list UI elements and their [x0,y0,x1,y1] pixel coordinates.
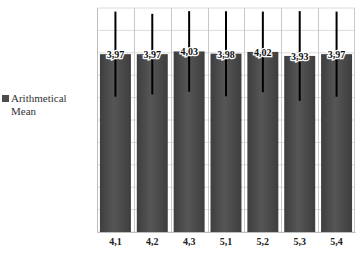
legend-label: Arithmetical Mean [11,92,73,118]
y-axis [97,9,99,233]
x-tick-label: 4,1 [109,236,122,247]
data-label: 3,98 [217,49,235,60]
data-label: 4,02 [254,47,272,58]
data-labels: 3,97 3,97 4,03 3,98 4,02 3,93 3,97 [107,46,346,61]
separator [171,8,172,232]
separator [318,8,319,232]
separator [134,8,135,232]
x-tick: 4,3 [183,232,196,247]
x-tick-label: 5,2 [257,236,270,247]
data-label: 3,97 [328,49,346,60]
x-tick-label: 4,3 [183,236,196,247]
chart: 4,1 4,2 4,3 5,1 5,2 5,3 5,4 3,97 3,97 4,03 3,98 4,0… [0,0,359,253]
data-label: 3,97 [107,49,125,60]
x-tick: 4,1 [109,232,122,247]
x-axis: 4,1 4,2 4,3 5,1 5,2 5,3 5,4 [98,232,356,247]
data-label: 3,97 [144,49,162,60]
x-tick-label: 5,4 [330,236,343,247]
x-tick-label: 4,2 [146,236,159,247]
separator [281,8,282,232]
x-tick: 5,3 [293,232,306,247]
x-tick: 4,2 [146,232,159,247]
x-tick-label: 5,1 [220,236,233,247]
x-tick: 5,4 [330,232,343,247]
data-label: 4,03 [180,46,198,57]
grid [97,8,355,232]
separators [98,8,355,232]
marks [100,11,352,232]
x-axis-line [98,232,356,233]
separator [244,8,245,232]
separator [354,8,355,232]
x-tick: 5,2 [257,232,270,247]
data-label: 3,93 [291,51,309,62]
y-axis-line [97,9,98,233]
separator [97,8,98,232]
grid-line [97,8,355,9]
legend-key [2,95,9,102]
x-tick-label: 5,3 [293,236,306,247]
plot: 4,1 4,2 4,3 5,1 5,2 5,3 5,4 3,97 3,97 4,03 3,98 4,0… [97,8,356,247]
separator [208,8,209,232]
x-tick: 5,1 [220,232,233,247]
